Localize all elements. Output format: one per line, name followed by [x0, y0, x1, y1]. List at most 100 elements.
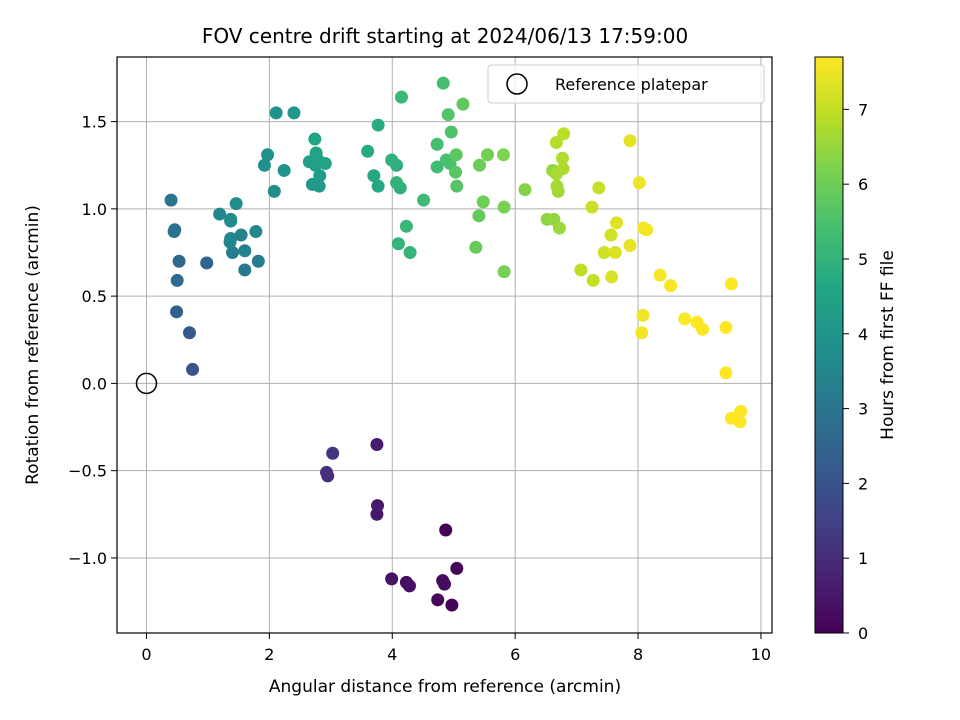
data-point: [586, 273, 600, 287]
x-tick-label: 10: [751, 645, 771, 664]
data-point: [430, 160, 444, 174]
data-point: [605, 270, 619, 284]
data-point: [449, 148, 463, 162]
data-point: [719, 321, 733, 335]
plot-area: 0 2 4 6 8 10 −1.0 −0.5 0.0 0.5 1.0 1.5: [68, 56, 773, 664]
data-point: [733, 415, 747, 429]
data-point: [167, 225, 181, 239]
data-point: [367, 169, 381, 183]
y-tick-label: 1.0: [82, 200, 107, 219]
grid-lines: [117, 57, 772, 633]
data-point: [497, 200, 511, 214]
data-point: [313, 169, 327, 183]
data-point: [390, 176, 404, 190]
data-point: [391, 237, 405, 251]
x-tick-label: 6: [510, 645, 520, 664]
x-tick-label: 2: [264, 645, 274, 664]
data-point: [183, 326, 197, 340]
y-tick-label: −0.5: [68, 462, 107, 481]
data-point: [556, 162, 570, 176]
data-point: [445, 598, 459, 612]
data-point: [734, 404, 748, 418]
y-tick-label: 0.0: [82, 374, 107, 393]
colorbar-tick-label: 4: [858, 325, 868, 344]
x-axis-label: Angular distance from reference (arcmin): [269, 677, 621, 697]
data-point: [719, 366, 733, 380]
data-point: [224, 212, 238, 226]
reference-marker: [135, 372, 158, 395]
data-point: [251, 254, 265, 268]
data-point: [229, 197, 243, 211]
data-point: [473, 158, 487, 172]
data-point: [635, 326, 649, 340]
data-point: [361, 144, 375, 158]
data-point: [678, 312, 692, 326]
data-point: [164, 193, 178, 207]
data-point: [555, 151, 569, 165]
data-point: [318, 156, 332, 170]
colorbar-tick-label: 3: [858, 400, 868, 419]
data-point: [592, 181, 606, 195]
data-point: [385, 572, 399, 586]
data-point: [696, 322, 710, 336]
data-point: [653, 268, 667, 282]
y-axis-label: Rotation from reference (arcmin): [23, 205, 43, 485]
chart-title: FOV centre drift starting at 2024/06/13 …: [202, 24, 688, 48]
y-tick-label: 1.5: [82, 113, 107, 132]
data-point: [550, 179, 564, 193]
y-axis-ticks: −1.0 −0.5 0.0 0.5 1.0 1.5: [68, 113, 117, 568]
colorbar: 0 1 2 3 4 5 6 7 Hours from first FF file: [814, 56, 898, 643]
data-point: [450, 179, 464, 193]
data-point: [444, 125, 458, 139]
data-point: [326, 446, 340, 460]
y-tick-label: −1.0: [68, 549, 107, 568]
data-point: [497, 265, 511, 279]
data-point: [234, 228, 248, 242]
colorbar-label: Hours from first FF file: [878, 250, 898, 440]
data-point: [476, 195, 490, 209]
legend: Reference platepar: [487, 64, 765, 104]
data-point: [585, 200, 599, 214]
data-point: [608, 245, 622, 259]
legend-entry-reference: Reference platepar: [555, 75, 708, 94]
data-point: [417, 193, 431, 207]
data-point: [436, 574, 450, 588]
data-point: [436, 76, 450, 90]
data-point: [549, 136, 563, 150]
data-point: [450, 561, 464, 575]
data-point: [213, 207, 227, 221]
data-point: [172, 254, 186, 268]
data-point: [308, 132, 322, 146]
colorbar-tick-label: 6: [858, 175, 868, 194]
y-tick-label: 0.5: [82, 287, 107, 306]
data-point: [385, 153, 399, 167]
data-point: [249, 225, 263, 239]
data-point: [430, 137, 444, 151]
data-point: [574, 263, 588, 277]
data-point: [223, 235, 237, 249]
data-point: [664, 279, 678, 293]
data-point: [238, 244, 252, 258]
data-point: [623, 239, 637, 253]
data-point: [309, 146, 323, 160]
data-point: [200, 256, 214, 270]
data-point: [186, 362, 200, 376]
legend-box: [487, 64, 765, 104]
data-point: [431, 593, 445, 607]
colorbar-ticks: 0 1 2 3 4 5 6 7: [843, 100, 868, 643]
data-point: [496, 148, 510, 162]
data-point: [394, 90, 408, 104]
data-point: [456, 97, 470, 111]
data-point: [403, 245, 417, 259]
data-point: [481, 148, 495, 162]
colorbar-tick-label: 0: [858, 624, 868, 643]
x-axis-ticks: 0 2 4 6 8 10: [141, 633, 771, 664]
x-tick-label: 4: [387, 645, 397, 664]
data-point: [399, 219, 413, 233]
data-point: [557, 127, 571, 141]
data-point: [623, 134, 637, 148]
data-point: [269, 106, 283, 120]
data-point: [610, 216, 624, 230]
data-point: [632, 176, 646, 190]
